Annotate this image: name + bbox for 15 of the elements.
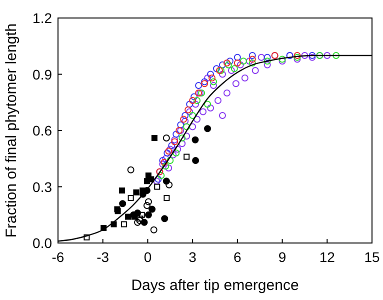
- y-tick-label: 0.9: [32, 66, 52, 82]
- y-tick-label: 1.2: [32, 10, 52, 26]
- x-tick-label: 12: [319, 249, 336, 265]
- x-tick-label: -3: [96, 249, 110, 265]
- y-tick-label: 0.3: [32, 178, 52, 195]
- x-axis-title: Days after tip emergence: [131, 277, 299, 294]
- y-axis-title: Fraction of final phytomer length: [3, 23, 20, 238]
- x-tick-label: 15: [364, 249, 380, 265]
- x-tick-label: 9: [278, 249, 286, 265]
- y-tick-label: 0.6: [32, 122, 52, 138]
- x-tick-label: -6: [52, 249, 64, 265]
- x-tick-label: 6: [234, 249, 242, 265]
- y-tick-label: 0.0: [32, 235, 52, 251]
- x-tick-label: 3: [188, 249, 197, 265]
- x-tick-label: 0: [144, 249, 152, 265]
